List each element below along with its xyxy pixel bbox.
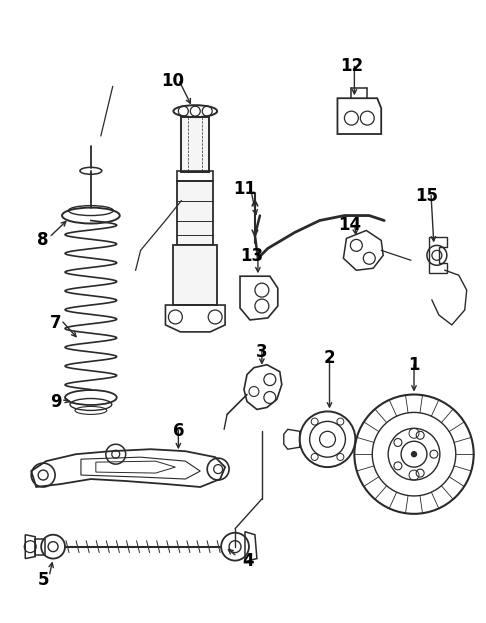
Text: 7: 7 [50, 314, 62, 332]
Bar [174, 245, 217, 305]
Circle shape [412, 452, 417, 457]
Text: 5: 5 [37, 571, 49, 589]
Bar [177, 171, 213, 181]
Text: 13: 13 [241, 247, 263, 265]
Text: 14: 14 [338, 217, 361, 234]
Text: 12: 12 [340, 57, 363, 75]
Text: 10: 10 [161, 72, 184, 90]
Text: 9: 9 [50, 394, 62, 411]
Bar [177, 181, 213, 245]
Text: 3: 3 [256, 343, 268, 361]
Text: 1: 1 [408, 356, 420, 374]
Text: 6: 6 [173, 422, 184, 440]
Text: 15: 15 [416, 187, 438, 205]
Text: 2: 2 [324, 349, 335, 367]
Text: 4: 4 [242, 551, 254, 569]
Text: 11: 11 [233, 179, 257, 197]
Text: 8: 8 [37, 231, 49, 249]
Bar [181, 117, 209, 172]
